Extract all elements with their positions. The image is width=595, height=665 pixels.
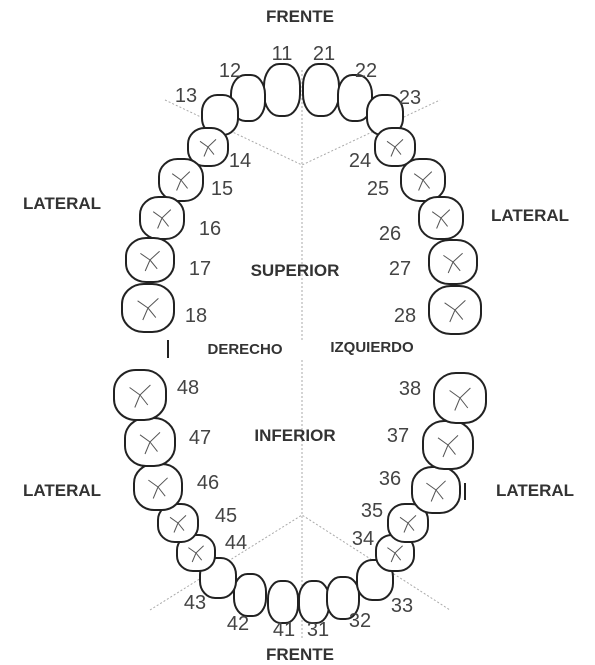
label-region: IZQUIERDO (330, 339, 414, 356)
tooth-number: 11 (272, 43, 293, 65)
tooth-number: 45 (215, 505, 237, 527)
tooth-number: 43 (184, 592, 206, 614)
tooth-number: 17 (189, 258, 211, 280)
tooth-number: 32 (349, 610, 371, 632)
tooth-number: 46 (197, 472, 219, 494)
tooth-number: 34 (352, 528, 374, 550)
tooth (264, 64, 300, 116)
label-top: FRENTE (266, 7, 334, 26)
tooth-number: 16 (199, 218, 221, 240)
tooth-number: 48 (177, 377, 199, 399)
label-region: DERECHO (207, 341, 282, 358)
label-side: LATERAL (23, 481, 101, 500)
tooth-number: 26 (379, 223, 401, 245)
label-side: LATERAL (491, 206, 569, 225)
tooth-number: 47 (189, 427, 211, 449)
label-region: SUPERIOR (251, 261, 340, 280)
label-region: INFERIOR (254, 426, 335, 445)
tooth-number: 31 (307, 619, 329, 641)
tooth (299, 581, 329, 623)
tooth (234, 574, 266, 616)
tooth-number: 14 (229, 150, 251, 172)
tooth-number: 15 (211, 178, 233, 200)
tooth-number: 44 (225, 532, 247, 554)
tooth-number: 12 (219, 60, 241, 82)
tooth-number: 23 (399, 87, 421, 109)
tooth-number: 27 (389, 258, 411, 280)
tooth-number: 35 (361, 500, 383, 522)
tooth-number: 37 (387, 425, 409, 447)
tooth (303, 64, 339, 116)
tooth-number: 22 (355, 60, 377, 82)
tooth-number: 42 (227, 613, 249, 635)
tooth-number: 36 (379, 468, 401, 490)
tooth-number: 25 (367, 178, 389, 200)
label-side: LATERAL (23, 194, 101, 213)
tooth-number: 41 (273, 619, 295, 641)
tooth-number: 13 (175, 85, 197, 107)
tooth-number: 18 (185, 305, 207, 327)
tooth-number: 33 (391, 595, 413, 617)
tooth (268, 581, 298, 623)
tooth-number: 24 (349, 150, 371, 172)
label-side: LATERAL (496, 481, 574, 500)
tooth-number: 28 (394, 305, 416, 327)
dental-chart: FRENTE FRENTE LATERAL LATERAL LATERAL LA… (0, 0, 595, 665)
tooth-number: 38 (399, 378, 421, 400)
tooth-number: 21 (313, 43, 335, 65)
label-bottom: FRENTE (266, 645, 334, 664)
